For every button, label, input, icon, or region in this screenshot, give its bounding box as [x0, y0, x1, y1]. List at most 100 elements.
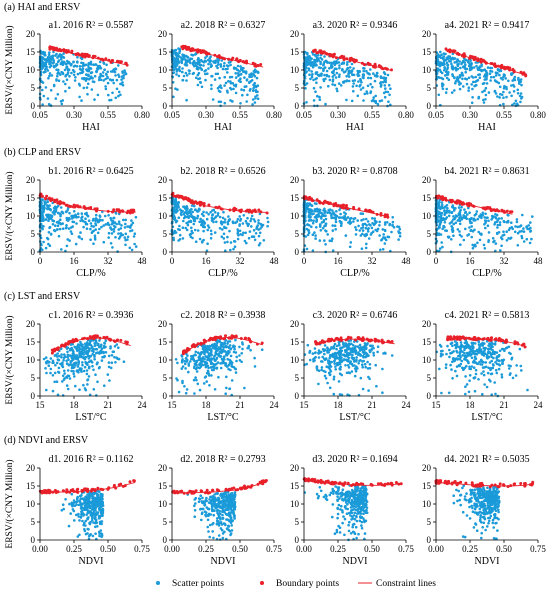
scatter-point [451, 52, 455, 56]
scatter-point [450, 91, 454, 94]
scatter-point [191, 355, 194, 359]
scatter-point [203, 352, 206, 356]
scatter-point [384, 87, 387, 90]
scatter-point [322, 78, 325, 81]
x-tick-label: 0.30 [198, 110, 214, 120]
scatter-point [66, 387, 70, 391]
scatter-point [83, 356, 87, 359]
scatter-point [381, 248, 385, 251]
scatter-point [322, 67, 325, 70]
scatter-point [103, 214, 107, 218]
scatter-point [65, 78, 69, 81]
scatter-point [366, 354, 369, 358]
scatter-point [107, 236, 110, 239]
scatter-point [350, 62, 354, 66]
scatter-point [459, 243, 462, 246]
scatter-point [229, 368, 232, 372]
scatter-point [306, 233, 310, 237]
scatter-point [474, 75, 478, 79]
scatter-point [382, 352, 385, 355]
scatter-point [104, 339, 108, 343]
scatter-point [68, 377, 72, 380]
scatter-point [89, 75, 93, 78]
scatter-point [207, 67, 210, 70]
scatter-point [62, 358, 65, 362]
scatter-point [120, 75, 124, 78]
scatter-point [217, 63, 220, 66]
scatter-point [319, 62, 322, 66]
scatter-point [233, 245, 237, 248]
scatter-point [184, 226, 187, 230]
constraint-line [49, 47, 129, 66]
scatter-point [250, 217, 253, 220]
scatter-point [500, 93, 504, 97]
scatter-point [209, 211, 212, 214]
scatter-point [464, 70, 468, 74]
scatter-point [470, 66, 474, 69]
scatter-point [58, 227, 62, 231]
scatter-point [209, 65, 213, 69]
scatter-point [96, 93, 100, 97]
scatter-point [333, 63, 337, 67]
x-tick-label: 0.05 [296, 110, 312, 120]
scatter-point [41, 248, 44, 252]
scatter-point [248, 81, 251, 84]
scatter-point [371, 344, 374, 348]
scatter-point [354, 349, 358, 353]
scatter-point [391, 224, 394, 227]
scatter-point [104, 77, 107, 81]
scatter-point [93, 236, 97, 240]
scatter-point [242, 66, 245, 70]
scatter-point [96, 231, 100, 235]
scatter-point [64, 73, 68, 77]
scatter-point [102, 240, 106, 244]
y-tick-label: 10 [158, 355, 168, 365]
scatter-point [115, 343, 119, 346]
y-tick-label: 0 [295, 101, 300, 111]
scatter-point [453, 61, 457, 64]
scatter-point [210, 374, 213, 377]
y-tick-label: 15 [158, 47, 168, 57]
scatter-point [93, 342, 96, 345]
scatter-point [92, 388, 96, 391]
scatter-point [501, 234, 505, 237]
scatter-point [252, 229, 256, 232]
panel-title: c2. 2018 R² = 0.3938 [181, 310, 266, 321]
boundary-point [319, 49, 323, 53]
scatter-point [128, 246, 132, 250]
scatter-point [202, 229, 205, 233]
scatter-point [327, 361, 330, 365]
scatter-point [87, 74, 90, 78]
scatter-point [491, 363, 495, 366]
scatter-point [338, 357, 342, 361]
scatter-point [111, 91, 114, 95]
scatter-point [228, 358, 232, 362]
scatter-point [376, 74, 379, 78]
y-tick-label: 15 [422, 47, 432, 57]
scatter-point [266, 220, 270, 224]
scatter-point [492, 356, 495, 360]
scatter-point [229, 63, 232, 67]
scatter-point [468, 219, 472, 223]
scatter-point [241, 347, 244, 351]
scatter-point [476, 241, 479, 245]
scatter-point [316, 210, 319, 213]
scatter-point [359, 376, 363, 380]
scatter-point [259, 222, 263, 226]
scatter-point [323, 239, 326, 242]
scatter-point [66, 350, 69, 354]
scatter-point [46, 200, 49, 204]
scatter-point [65, 376, 69, 379]
y-tick-label: 10 [422, 65, 432, 75]
scatter-point [244, 219, 248, 223]
scatter-point [331, 78, 335, 81]
scatter-point [224, 249, 227, 252]
boundary-point [72, 203, 76, 207]
scatter-point [238, 70, 241, 73]
scatter-point [519, 224, 523, 227]
scatter-point [209, 348, 213, 351]
scatter-point [212, 61, 216, 64]
scatter-point [115, 78, 119, 82]
scatter-point [190, 207, 193, 211]
